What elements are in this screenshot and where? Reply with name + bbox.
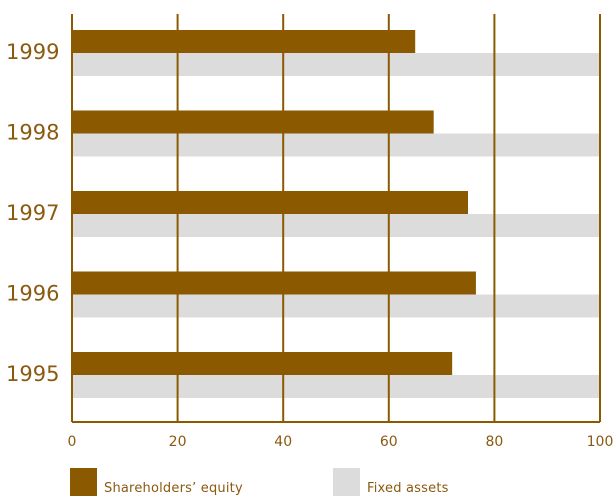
- category-label-1997: 1997: [6, 201, 59, 225]
- legend-label-equity: Shareholders’ equity: [104, 481, 243, 496]
- legend-label-fixed-assets: Fixed assets: [367, 481, 449, 496]
- bar-fixed-assets-1999: [72, 53, 600, 76]
- category-label-1996: 1996: [6, 282, 59, 306]
- legend-item-fixed-assets: Fixed assets: [333, 466, 449, 496]
- bar-equity-1998: [72, 110, 434, 134]
- bar-equity-1995: [72, 352, 453, 375]
- x-tick-label-0: 0: [68, 434, 77, 450]
- category-label-1995: 1995: [6, 362, 59, 386]
- bar-equity-1997: [72, 191, 468, 214]
- legend-swatch-fixed-assets: [333, 468, 360, 496]
- x-tick-label-60: 60: [380, 434, 398, 450]
- bar-fixed-assets-1996: [72, 294, 600, 318]
- category-label-1998: 1998: [6, 121, 59, 145]
- bar-fixed-assets-1995: [72, 375, 600, 398]
- legend-item-equity: Shareholders’ equity: [70, 466, 243, 496]
- bar-fixed-assets-1998: [72, 133, 600, 157]
- x-tick-label-100: 100: [587, 434, 614, 450]
- bar-equity-1999: [72, 30, 416, 53]
- bar-equity-1996: [72, 271, 476, 295]
- legend-swatch-equity: [70, 468, 97, 496]
- x-tick-label-20: 20: [169, 434, 187, 450]
- x-tick-label-80: 80: [485, 434, 503, 450]
- category-label-1999: 1999: [6, 40, 59, 64]
- bar-fixed-assets-1997: [72, 214, 600, 237]
- x-tick-label-40: 40: [274, 434, 292, 450]
